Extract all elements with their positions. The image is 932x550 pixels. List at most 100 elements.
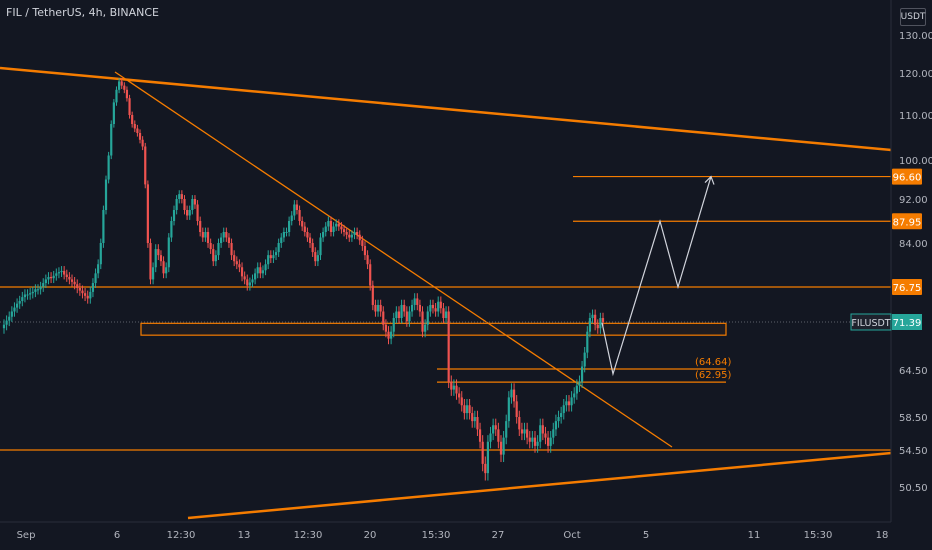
candle-body — [390, 331, 393, 339]
candle-body — [578, 381, 581, 386]
lower-trendline — [187, 451, 892, 520]
candle-body — [149, 243, 152, 280]
candle-body — [288, 221, 291, 232]
candle-body — [523, 429, 526, 434]
candle-body — [144, 146, 147, 185]
descending-trendline — [114, 71, 673, 448]
candle-body — [57, 272, 61, 274]
candle-body — [36, 289, 40, 291]
candle-body — [434, 308, 437, 312]
candle-body — [478, 429, 482, 442]
candle-body — [562, 405, 565, 414]
candle-body — [29, 293, 32, 295]
candle-body — [13, 307, 16, 312]
candle-body — [560, 413, 563, 417]
candle-body — [49, 276, 53, 279]
candle-body — [154, 249, 157, 268]
candle-body — [21, 297, 24, 302]
y-tick-label: 130.00 — [899, 31, 932, 42]
candle-body — [329, 221, 333, 232]
candle-body — [450, 381, 453, 390]
candle-body — [285, 232, 288, 233]
price-tag-label: 87.95 — [893, 217, 922, 228]
candle-body — [248, 282, 251, 286]
candle-body — [251, 279, 254, 283]
candle-body — [400, 304, 403, 319]
currency-button[interactable]: USDT — [900, 8, 926, 26]
candle-body — [518, 417, 521, 430]
x-tick-label: 13 — [238, 530, 251, 541]
candle-body — [86, 295, 89, 299]
candle-body — [110, 124, 113, 156]
candle-body — [261, 270, 265, 274]
support-zone — [140, 322, 727, 336]
candle-body — [47, 276, 50, 280]
candle-body — [580, 366, 584, 382]
candle-body — [544, 433, 547, 438]
projection-path — [601, 175, 715, 377]
candle-body — [497, 429, 500, 442]
candle-body — [60, 270, 63, 273]
candle-body — [52, 275, 55, 279]
candle-body — [209, 243, 212, 250]
x-tick-label: Oct — [563, 530, 580, 541]
x-tick-label: 15:30 — [804, 530, 833, 541]
candle-body — [44, 279, 47, 284]
candle-body — [282, 232, 285, 238]
candle-body — [217, 243, 220, 256]
candle-body — [89, 291, 92, 299]
candle-body — [73, 281, 76, 285]
candle-body — [356, 232, 359, 235]
candle-body — [2, 324, 6, 329]
price-tag — [892, 213, 922, 230]
y-tick-label: 100.00 — [899, 156, 932, 167]
candle-body — [531, 437, 534, 442]
candle-body — [570, 397, 573, 406]
candle-body — [536, 441, 539, 446]
candle-body — [230, 243, 233, 256]
candle-body — [225, 232, 228, 238]
candle-body — [94, 273, 97, 284]
candle-body — [583, 352, 586, 367]
candle-body — [567, 401, 571, 406]
candle-body — [596, 324, 599, 329]
candle-body — [314, 252, 317, 262]
candle-body — [458, 393, 461, 398]
candle-body — [162, 261, 165, 274]
candle-body — [254, 273, 257, 280]
candle-body — [141, 139, 144, 147]
candle-body — [97, 264, 100, 274]
candle-body — [465, 405, 469, 414]
candle-body — [172, 210, 176, 221]
candle-body — [476, 417, 479, 430]
candle-body — [591, 314, 594, 319]
candle-body — [546, 437, 550, 446]
candle-body — [220, 237, 223, 243]
x-tick-label: 11 — [748, 530, 761, 541]
candle-body — [510, 389, 513, 398]
x-tick-label: 12:30 — [167, 530, 196, 541]
candle-body — [303, 226, 306, 232]
candle-body — [157, 249, 160, 256]
candle-body — [91, 283, 95, 292]
candle-body — [324, 226, 327, 232]
candle-body — [42, 283, 45, 287]
candle-body — [594, 314, 597, 325]
candle-body — [295, 204, 299, 210]
y-tick-label: 58.50 — [899, 413, 928, 424]
candle-body — [26, 294, 29, 296]
candle-body — [526, 429, 529, 438]
candle-body — [196, 204, 199, 221]
candle-body — [256, 267, 259, 274]
candle-body — [447, 311, 450, 382]
candle-body — [565, 401, 568, 406]
candle-body — [539, 425, 542, 442]
candle-body — [452, 385, 456, 390]
candle-body — [8, 316, 11, 321]
candle-body — [117, 81, 121, 90]
candle-body — [167, 237, 170, 268]
candle-body — [397, 311, 401, 319]
candle-body — [301, 221, 304, 227]
x-tick-label: 18 — [876, 530, 889, 541]
